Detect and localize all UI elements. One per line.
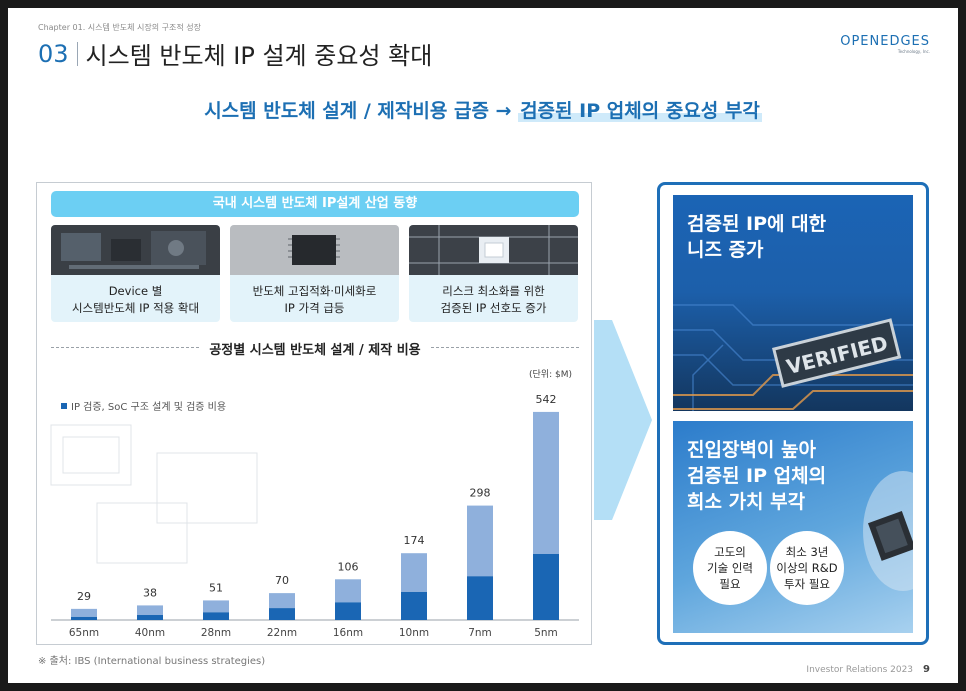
chart-unit: (단위: $M)	[529, 370, 572, 380]
section-number: 03	[38, 39, 69, 68]
cost-bar-chart: 29 65nm 38 40nm 51 28nm 70 22nm 106 16nm 174 10nm 29…	[50, 393, 579, 639]
chapter-label: Chapter 01. 시스템 반도체 시장의 구조적 성장	[38, 23, 202, 32]
card-line: 검증된 IP 선호도 증가	[440, 301, 547, 315]
glowing-circuit-image	[409, 225, 578, 275]
bar-total-label: 29	[77, 590, 91, 603]
bar-total-label: 106	[338, 560, 359, 573]
circuit-board-image	[51, 225, 220, 275]
bar-segment-ip-65nm	[71, 616, 97, 620]
key-message: 시스템 반도체 설계 / 제작비용 급증 → 검증된 IP 업체의 중요성 부각	[8, 96, 958, 123]
bar-segment-other-65nm	[71, 608, 97, 617]
card-line: 반도체 고집적화·미세화로	[252, 284, 377, 298]
needs-title-line: 검증된 IP에 대한	[687, 213, 827, 235]
title-divider	[76, 41, 78, 66]
chart-legend: IP 검증, SoC 구조 설계 및 검증 비용	[61, 398, 226, 413]
chip-in-hand-image	[863, 471, 913, 591]
x-tick-label: 7nm	[468, 627, 492, 639]
x-tick-label: 22nm	[267, 627, 297, 639]
badge-line: 필요	[719, 577, 741, 591]
bar-segment-ip-40nm	[137, 615, 163, 620]
card-line: Device 별	[108, 284, 163, 298]
trend-card-device: Device 별 시스템반도체 IP 적용 확대	[51, 225, 220, 322]
footer: Investor Relations 2023 9	[806, 664, 930, 675]
x-tick-label: 40nm	[135, 627, 165, 639]
bar-segment-other-28nm	[203, 600, 229, 613]
ir-slide: Chapter 01. 시스템 반도체 시장의 구조적 성장 03 시스템 반도…	[8, 8, 958, 683]
page-title: 시스템 반도체 IP 설계 중요성 확대	[85, 42, 433, 70]
x-tick-label: 10nm	[399, 627, 429, 639]
company-logo: OPENEDGES Technology, Inc.	[840, 34, 930, 54]
logo-subtitle: Technology, Inc.	[897, 49, 930, 54]
x-tick-label: 16nm	[333, 627, 363, 639]
chip-wireframe-decor	[50, 424, 258, 564]
bar-segment-other-16nm	[335, 579, 361, 603]
bar-segment-ip-10nm	[401, 591, 427, 620]
bar-total-label: 70	[275, 574, 289, 587]
chart-title-row: 공정별 시스템 반도체 설계 / 제작 비용	[51, 337, 579, 358]
needs-title-line: 니즈 증가	[687, 239, 764, 261]
verified-stamp-image: VERIFIED	[673, 304, 913, 411]
badge-line: 최소 3년	[785, 545, 829, 559]
chip-image	[230, 225, 399, 275]
bar-segment-ip-7nm	[467, 576, 493, 620]
legend-swatch	[61, 402, 67, 409]
trend-title-bar: 국내 시스템 반도체 IP설계 산업 동향	[51, 191, 579, 217]
badge-line: 투자 필요	[784, 577, 830, 591]
trend-card-price: 반도체 고집적화·미세화로 IP 가격 급등	[230, 225, 399, 322]
page-number: 9	[923, 664, 930, 675]
implication-panel: VERIFIED 검증된 IP에 대한 니즈 증가 진입장벽이 높아 검증된 I…	[657, 182, 929, 645]
bar-segment-other-5nm	[533, 411, 559, 554]
x-tick-label: 65nm	[69, 627, 99, 639]
x-tick-label: 5nm	[534, 627, 558, 639]
bar-segment-other-10nm	[401, 553, 427, 592]
page-title-row: 03 시스템 반도체 IP 설계 중요성 확대	[38, 36, 432, 71]
barrier-title: 진입장벽이 높아 검증된 IP 업체의 희소 가치 부각	[687, 437, 826, 515]
logo-wordmark: OPENEDGES	[840, 34, 930, 49]
key-message-effect: 검증된 IP 업체의 중요성 부각	[518, 100, 762, 122]
barrier-title-line: 진입장벽이 높아	[687, 439, 816, 461]
key-message-arrow: →	[488, 100, 519, 122]
bar-total-label: 38	[143, 586, 157, 599]
badge-line: 이상의 R&D	[776, 561, 838, 575]
barrier-title-line: 희소 가치 부각	[687, 491, 806, 513]
bar-segment-ip-28nm	[203, 612, 229, 620]
bar-segment-ip-22nm	[269, 608, 295, 620]
bar-segment-other-40nm	[137, 605, 163, 616]
badge-line: 고도의	[714, 545, 746, 559]
bar-total-label: 298	[470, 487, 491, 500]
rnd-badge: 최소 3년 이상의 R&D 투자 필요	[770, 531, 844, 605]
needs-title: 검증된 IP에 대한 니즈 증가	[687, 211, 826, 263]
badge-line: 기술 인력	[707, 561, 753, 575]
chart-title: 공정별 시스템 반도체 설계 / 제작 비용	[201, 343, 429, 358]
x-tick-label: 28nm	[201, 627, 231, 639]
bar-segment-ip-5nm	[533, 553, 559, 620]
trend-card-risk: 리스크 최소화를 위한 검증된 IP 선호도 증가	[409, 225, 578, 322]
bar-segment-other-7nm	[467, 505, 493, 577]
bar-total-label: 51	[209, 581, 223, 594]
key-message-cause: 시스템 반도체 설계 / 제작비용 급증	[204, 100, 489, 122]
legend-label: IP 검증, SoC 구조 설계 및 검증 비용	[71, 402, 227, 413]
card-line: 리스크 최소화를 위한	[442, 284, 545, 298]
card-line: IP 가격 급등	[284, 301, 345, 315]
bar-segment-ip-16nm	[335, 602, 361, 620]
barrier-title-line: 검증된 IP 업체의	[687, 465, 827, 487]
barrier-box: 진입장벽이 높아 검증된 IP 업체의 희소 가치 부각 고도의 기술 인력 필…	[673, 421, 913, 633]
needs-box: VERIFIED 검증된 IP에 대한 니즈 증가	[673, 195, 913, 411]
industry-trend-panel: 국내 시스템 반도체 IP설계 산업 동향 Device 별 시스템반도체 IP…	[36, 182, 592, 645]
card-line: 시스템반도체 IP 적용 확대	[71, 301, 200, 315]
bar-total-label: 542	[536, 393, 557, 406]
source-note: ※ 출처: IBS (International business strate…	[38, 656, 266, 667]
bar-segment-other-22nm	[269, 593, 295, 609]
right-arrow-icon	[594, 320, 652, 520]
footer-label: Investor Relations 2023	[806, 665, 914, 675]
bar-total-label: 174	[404, 534, 425, 547]
talent-badge: 고도의 기술 인력 필요	[693, 531, 767, 605]
